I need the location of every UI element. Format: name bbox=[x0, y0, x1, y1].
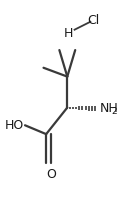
Text: H: H bbox=[64, 27, 73, 40]
Text: 2: 2 bbox=[111, 107, 116, 116]
Text: HO: HO bbox=[4, 119, 24, 132]
Text: NH: NH bbox=[100, 102, 118, 115]
Text: O: O bbox=[46, 168, 56, 181]
Text: Cl: Cl bbox=[88, 14, 100, 27]
